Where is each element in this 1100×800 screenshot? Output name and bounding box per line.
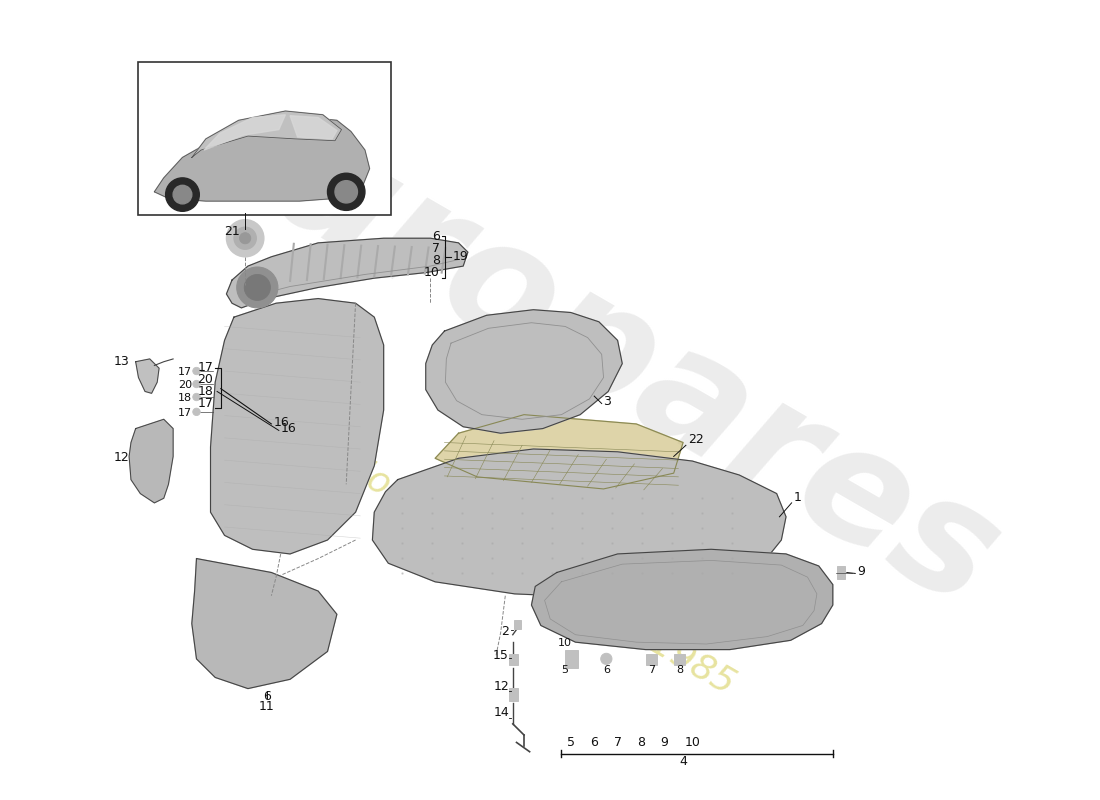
Polygon shape [191, 111, 341, 158]
Text: 6: 6 [432, 230, 440, 243]
Text: 7: 7 [432, 242, 440, 255]
Text: 18: 18 [198, 385, 213, 398]
Circle shape [234, 227, 256, 250]
Text: 11: 11 [258, 700, 275, 713]
Text: 5: 5 [566, 736, 575, 749]
Text: 7: 7 [614, 736, 622, 749]
Text: europares: europares [154, 49, 1024, 641]
Polygon shape [204, 114, 285, 150]
Circle shape [601, 654, 612, 665]
Text: 21: 21 [224, 226, 240, 238]
Polygon shape [129, 419, 173, 503]
Text: 14: 14 [493, 706, 509, 719]
Circle shape [192, 380, 200, 388]
Text: 7: 7 [648, 665, 654, 674]
Text: 10: 10 [424, 266, 440, 279]
Bar [509, 688, 518, 701]
Text: 2: 2 [502, 625, 509, 638]
Polygon shape [154, 118, 370, 201]
Text: 17: 17 [198, 361, 213, 374]
Polygon shape [531, 550, 833, 650]
Text: 12: 12 [493, 681, 509, 694]
Text: 6: 6 [591, 736, 598, 749]
Text: 17: 17 [178, 367, 191, 377]
Circle shape [328, 174, 365, 210]
Bar [139, 62, 392, 215]
Text: 4: 4 [679, 754, 688, 768]
Text: 10: 10 [558, 638, 572, 648]
Circle shape [336, 181, 358, 203]
Text: 10: 10 [684, 736, 701, 749]
Text: 17: 17 [198, 398, 213, 410]
Text: 15: 15 [493, 649, 509, 662]
Polygon shape [436, 414, 683, 489]
Bar [509, 654, 518, 666]
Text: 12: 12 [113, 451, 129, 464]
Bar [565, 650, 579, 668]
Polygon shape [373, 449, 786, 598]
Text: 8: 8 [675, 665, 683, 674]
Circle shape [227, 220, 264, 257]
Text: 9: 9 [857, 566, 865, 578]
Circle shape [192, 367, 200, 374]
Text: 8: 8 [432, 254, 440, 267]
Polygon shape [290, 116, 337, 139]
Circle shape [166, 178, 199, 211]
Text: 13: 13 [113, 355, 129, 369]
Text: 9: 9 [660, 736, 669, 749]
Text: 18: 18 [178, 393, 191, 403]
Text: 6: 6 [603, 665, 609, 674]
Circle shape [244, 274, 271, 301]
Bar [673, 654, 685, 666]
Text: 5: 5 [562, 665, 569, 674]
Polygon shape [426, 310, 623, 434]
Polygon shape [210, 298, 384, 554]
Text: 20: 20 [198, 373, 213, 386]
Bar [646, 654, 657, 666]
Text: a passion for parts since 1985: a passion for parts since 1985 [251, 398, 740, 701]
Circle shape [240, 233, 251, 244]
Text: 16: 16 [274, 416, 290, 429]
Polygon shape [135, 359, 160, 394]
Text: 19: 19 [453, 250, 469, 263]
Text: 17: 17 [178, 408, 191, 418]
Circle shape [236, 267, 278, 308]
Text: 16: 16 [280, 422, 297, 435]
Circle shape [192, 408, 200, 415]
Bar [837, 566, 845, 579]
Text: 20: 20 [178, 380, 191, 390]
Text: 3: 3 [604, 395, 612, 408]
Polygon shape [227, 238, 468, 308]
Polygon shape [191, 558, 337, 689]
Bar [514, 620, 521, 629]
Text: 8: 8 [637, 736, 645, 749]
Circle shape [173, 186, 191, 204]
Text: 1: 1 [793, 491, 802, 504]
Circle shape [192, 394, 200, 401]
Text: 22: 22 [688, 433, 704, 446]
Text: 6: 6 [263, 690, 271, 702]
